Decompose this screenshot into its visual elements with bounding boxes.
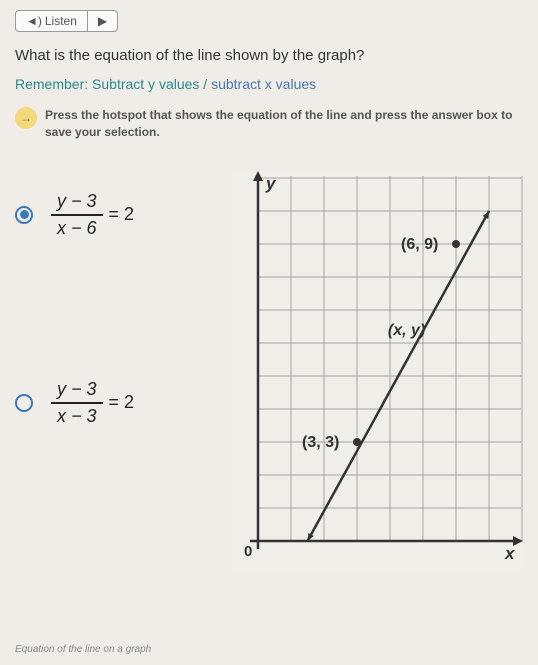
options-group: y − 3 x − 6 = 2 y − 3 x − 3 = 2 — [15, 171, 223, 571]
play-button[interactable]: ▶ — [88, 10, 118, 32]
eq2-numerator: y − 3 — [51, 379, 103, 404]
instruction-text: Press the hotspot that shows the equatio… — [45, 107, 513, 141]
listen-button[interactable]: ◄) Listen — [15, 10, 88, 32]
svg-text:x: x — [504, 544, 516, 563]
svg-text:y: y — [265, 174, 277, 193]
equation-1: y − 3 x − 6 = 2 — [51, 191, 134, 239]
remember-prefix: Remember: — [15, 76, 92, 92]
option-1[interactable]: y − 3 x − 6 = 2 — [15, 191, 223, 239]
eq2-rhs: = 2 — [109, 392, 135, 413]
footer-caption: Equation of the line on a graph — [15, 644, 151, 655]
speaker-icon: ◄) — [26, 14, 42, 28]
eq1-denominator: x − 6 — [51, 216, 103, 239]
equation-2: y − 3 x − 3 = 2 — [51, 379, 134, 427]
listen-label: Listen — [45, 14, 77, 28]
eq2-denominator: x − 3 — [51, 404, 103, 427]
svg-text:(x, y): (x, y) — [388, 321, 425, 338]
remember-hint: Remember: Subtract y values / subtract x… — [15, 76, 523, 92]
remember-sep: / — [199, 76, 211, 92]
remember-y: Subtract y values — [92, 76, 199, 92]
play-icon: ▶ — [98, 14, 107, 28]
radio-2[interactable] — [15, 394, 33, 412]
svg-text:(6, 9): (6, 9) — [401, 236, 438, 253]
radio-1[interactable] — [15, 206, 33, 224]
arrow-icon: → — [15, 107, 37, 129]
graph-svg: 0 y x (3, 3) (6, 9) (x, y) — [233, 171, 523, 571]
option-2[interactable]: y − 3 x − 3 = 2 — [15, 379, 223, 427]
eq1-numerator: y − 3 — [51, 191, 103, 216]
eq1-rhs: = 2 — [109, 204, 135, 225]
remember-x: subtract x values — [211, 76, 316, 92]
question-text: What is the equation of the line shown b… — [15, 47, 523, 64]
svg-text:0: 0 — [244, 543, 252, 560]
svg-text:(3, 3): (3, 3) — [302, 434, 339, 451]
graph[interactable]: 0 y x (3, 3) (6, 9) (x, y) — [233, 171, 523, 571]
